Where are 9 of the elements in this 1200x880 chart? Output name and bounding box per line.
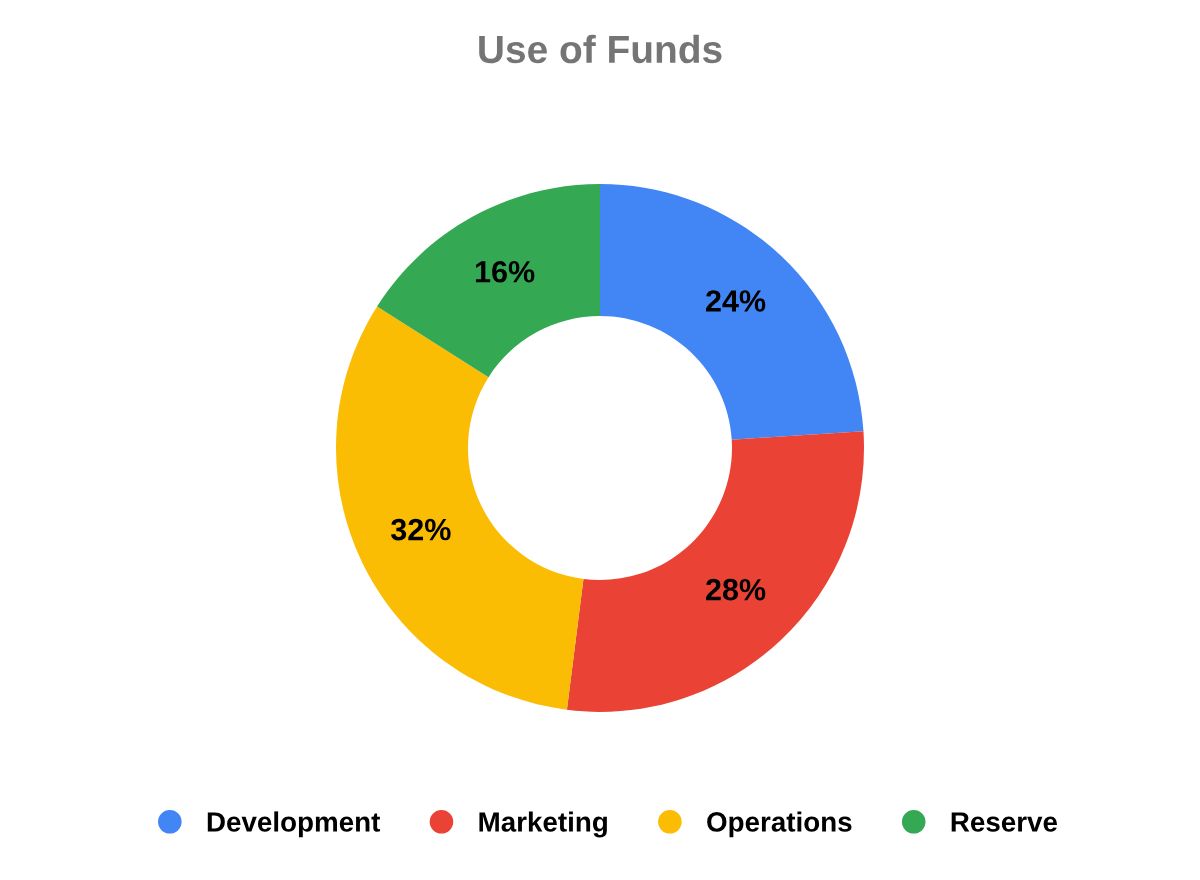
data-label: 24% [706,290,766,312]
legend-label: Reserve [951,812,1057,832]
legend-label: Operations [707,811,852,838]
data-label: 16% [475,260,535,283]
data-label: 28% [706,578,766,601]
legend-label: Marketing [479,811,607,838]
data-label: 32% [390,518,451,541]
legend-label: Development [207,811,381,838]
chart-title: Use of Funds [479,34,722,64]
